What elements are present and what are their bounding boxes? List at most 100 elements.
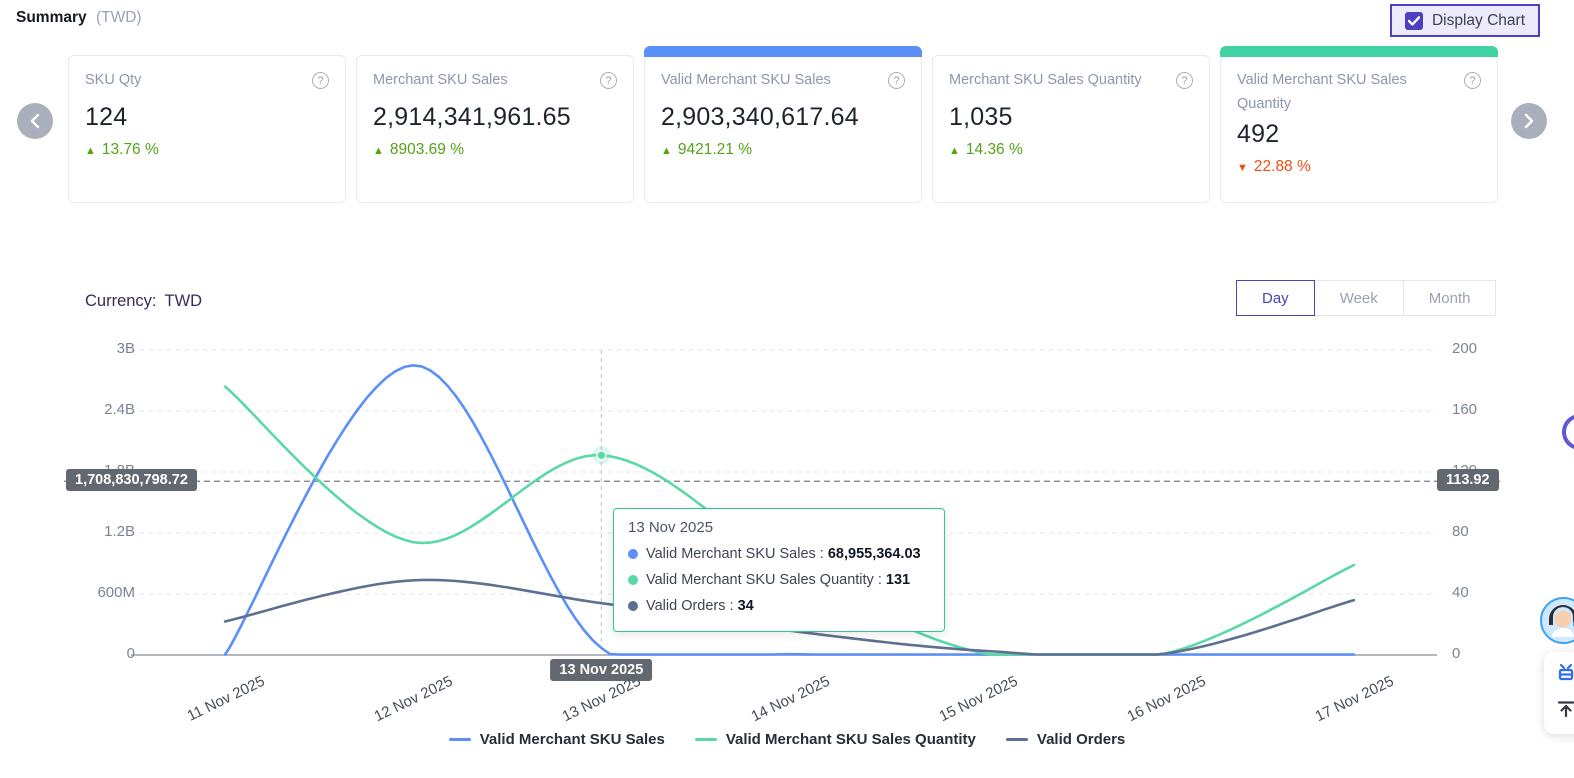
y-axis-left-label: 1.2B — [104, 523, 135, 540]
granularity-toggle: Day Week Month — [1236, 280, 1497, 316]
card-accent-bar — [644, 46, 922, 57]
help-icon[interactable]: ? — [600, 72, 617, 89]
chart-tooltip: 13 Nov 2025 Valid Merchant SKU Sales :68… — [613, 508, 945, 632]
card-title: Valid Merchant SKU Sales Quantity — [1237, 72, 1407, 112]
display-chart-toggle[interactable]: Display Chart — [1389, 4, 1540, 37]
back-to-top-icon — [1557, 701, 1574, 718]
tooltip-value: 68,955,364.03 — [827, 546, 921, 562]
card-title: Merchant SKU Sales — [373, 72, 508, 88]
summary-title: Summary — [16, 9, 87, 26]
tooltip-label: Valid Merchant SKU Sales Quantity — [646, 572, 874, 588]
y-axis-right-label: 40 — [1452, 584, 1469, 601]
series-dot-icon — [628, 601, 638, 611]
card-sku-qty[interactable]: SKU Qty ? 124 ▲ 13.76 % — [68, 55, 346, 203]
legend-item-valid-orders[interactable]: Valid Orders — [1005, 731, 1126, 748]
card-delta-value: 14.36 % — [965, 140, 1023, 158]
legend-item-valid-merchant-sku-sales-quantity[interactable]: Valid Merchant SKU Sales Quantity — [694, 731, 976, 748]
currency-indicator: Currency: TWD — [85, 292, 202, 311]
legend-label: Valid Merchant SKU Sales — [479, 731, 665, 748]
card-delta: ▼ 22.88 % — [1237, 158, 1481, 176]
chat-service-button[interactable] — [1553, 660, 1574, 686]
chevron-right-icon — [1524, 113, 1534, 129]
tooltip-colon: : — [873, 572, 882, 588]
card-value: 1,035 — [949, 102, 1013, 131]
up-arrow-icon: ▲ — [661, 144, 672, 157]
chat-glyph-icon — [1558, 663, 1574, 681]
tab-day[interactable]: Day — [1236, 280, 1315, 316]
down-arrow-icon: ▼ — [1237, 161, 1248, 174]
chart-legend: Valid Merchant SKU Sales Valid Merchant … — [0, 731, 1574, 748]
legend-line-icon — [448, 737, 471, 742]
chevron-left-icon — [30, 113, 40, 129]
summary-currency-suffix: (TWD) — [95, 9, 142, 26]
legend-line-icon — [1005, 737, 1028, 742]
checkbox-checked-icon[interactable] — [1404, 11, 1423, 30]
help-icon[interactable]: ? — [312, 72, 329, 89]
card-value: 2,903,340,617.64 — [661, 102, 859, 131]
legend-line-icon — [694, 737, 717, 742]
card-delta-value: 8903.69 % — [389, 140, 465, 158]
card-delta-value: 9421.21 % — [677, 140, 753, 158]
legend-label: Valid Orders — [1036, 731, 1126, 748]
series-marker — [596, 450, 607, 461]
up-arrow-icon: ▲ — [85, 144, 96, 157]
up-arrow-icon: ▲ — [949, 144, 960, 157]
y-axis-right-label: 160 — [1452, 401, 1478, 418]
support-agent-avatar[interactable] — [1540, 597, 1574, 644]
currency-value: TWD — [164, 292, 203, 310]
tooltip-colon: : — [725, 598, 734, 614]
tooltip-row: Valid Merchant SKU Sales Quantity :131 — [628, 567, 930, 593]
tooltip-row: Valid Merchant SKU Sales :68,955,364.03 — [628, 541, 930, 567]
floating-action-button[interactable] — [1562, 414, 1574, 450]
carousel-prev-button[interactable] — [17, 103, 53, 139]
y-axis-left-label: 2.4B — [104, 401, 135, 418]
side-toolbar — [1544, 652, 1574, 734]
crosshair-left-value-badge: 1,708,830,798.72 — [66, 469, 197, 491]
card-merchant-sku-sales-quantity[interactable]: Merchant SKU Sales Quantity ? 1,035 ▲ 14.… — [932, 55, 1210, 203]
help-icon[interactable]: ? — [1176, 72, 1193, 89]
card-delta: ▲ 14.36 % — [949, 141, 1193, 159]
tooltip-row: Valid Orders :34 — [628, 593, 930, 619]
carousel-next-button[interactable] — [1511, 103, 1547, 139]
card-title: SKU Qty — [85, 72, 142, 88]
crosshair-right-value-badge: 113.92 — [1437, 469, 1499, 491]
card-title: Valid Merchant SKU Sales — [661, 72, 831, 88]
card-delta: ▲ 8903.69 % — [373, 141, 617, 159]
up-arrow-icon: ▲ — [373, 144, 384, 157]
y-axis-left-label: 0 — [126, 645, 135, 662]
card-delta-value: 22.88 % — [1253, 157, 1311, 175]
card-valid-merchant-sku-sales-quantity[interactable]: Valid Merchant SKU Sales Quantity ? 492 … — [1220, 46, 1498, 203]
legend-item-valid-merchant-sku-sales[interactable]: Valid Merchant SKU Sales — [448, 731, 665, 748]
tooltip-date: 13 Nov 2025 — [628, 519, 714, 536]
card-valid-merchant-sku-sales[interactable]: Valid Merchant SKU Sales ? 2,903,340,617… — [644, 46, 922, 203]
card-value: 2,914,341,961.65 — [373, 102, 571, 131]
card-delta: ▲ 9421.21 % — [661, 141, 905, 159]
crosshair-date-badge: 13 Nov 2025 — [550, 659, 653, 681]
display-chart-label[interactable]: Display Chart — [1431, 11, 1525, 29]
legend-label: Valid Merchant SKU Sales Quantity — [725, 731, 976, 748]
card-delta-value: 13.76 % — [101, 140, 159, 158]
card-title: Merchant SKU Sales Quantity — [949, 72, 1142, 88]
metric-cards: SKU Qty ? 124 ▲ 13.76 % Merchant SKU Sale… — [68, 46, 1498, 203]
y-axis-right-label: 0 — [1452, 645, 1461, 662]
card-merchant-sku-sales[interactable]: Merchant SKU Sales ? 2,914,341,961.65 ▲ 8… — [356, 55, 634, 203]
tooltip-label: Valid Merchant SKU Sales — [646, 546, 816, 562]
back-to-top-button[interactable] — [1553, 696, 1574, 722]
tab-month[interactable]: Month — [1402, 280, 1497, 316]
tooltip-value: 34 — [737, 598, 754, 614]
help-icon[interactable]: ? — [1464, 72, 1481, 89]
page-title: Summary (TWD) — [16, 9, 142, 27]
help-icon[interactable]: ? — [888, 72, 905, 89]
y-axis-left-label: 600M — [97, 584, 135, 601]
card-delta: ▲ 13.76 % — [85, 141, 329, 159]
tab-week[interactable]: Week — [1313, 280, 1404, 316]
tooltip-value: 131 — [885, 572, 911, 588]
card-value: 124 — [85, 102, 128, 131]
series-marker-glow — [592, 446, 611, 465]
tooltip-label: Valid Orders — [646, 598, 726, 614]
card-value: 492 — [1237, 119, 1280, 148]
y-axis-right-label: 80 — [1452, 523, 1469, 540]
y-axis-left-label: 3B — [116, 340, 135, 357]
agent-face-icon — [1542, 599, 1574, 641]
